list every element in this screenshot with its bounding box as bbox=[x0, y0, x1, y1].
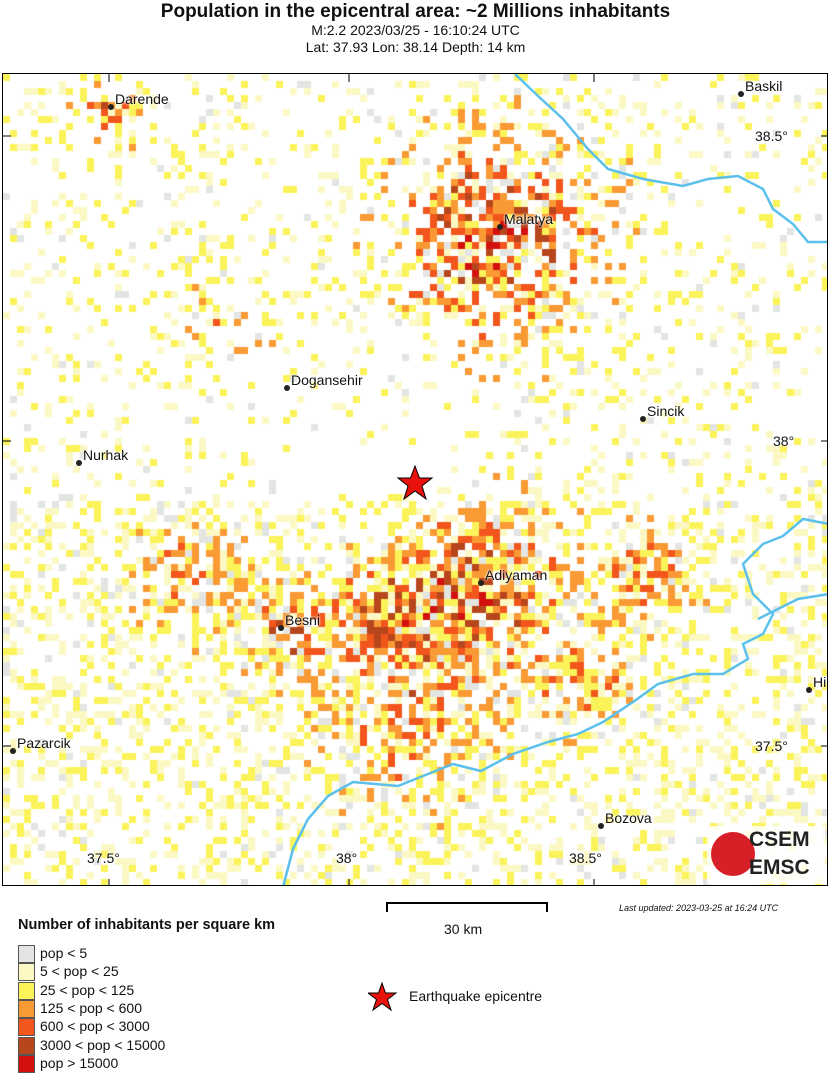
map-overlay bbox=[3, 74, 827, 885]
lon-tick-37-5: 37.5° bbox=[87, 850, 120, 866]
scale-bar bbox=[386, 902, 548, 912]
city-marker bbox=[278, 625, 284, 631]
city-marker bbox=[284, 385, 290, 391]
legend-item-label: 5 < pop < 25 bbox=[40, 963, 119, 980]
population-map: Darende Baskil Malatya Dogansehir Sincik Nurh… bbox=[2, 73, 828, 886]
city-label: Malatya bbox=[504, 211, 554, 227]
city-marker bbox=[497, 224, 503, 230]
lat-tick-38: 38° bbox=[773, 433, 795, 449]
city-label: Baskil bbox=[745, 78, 783, 94]
city-marker bbox=[598, 823, 604, 829]
legend-title: Number of inhabitants per square km bbox=[18, 917, 276, 933]
city-marker bbox=[108, 104, 114, 110]
legend-swatch bbox=[18, 1018, 35, 1037]
scale-label: 30 km bbox=[444, 921, 483, 937]
city-marker bbox=[10, 748, 16, 754]
city-label: Hi bbox=[813, 674, 827, 690]
legend-item-label: pop < 5 bbox=[40, 945, 88, 961]
city-label: Darende bbox=[115, 91, 169, 107]
legend-epicentre-label: Earthquake epicentre bbox=[409, 988, 543, 1004]
legend-item-label: pop > 15000 bbox=[40, 1054, 119, 1071]
lon-tick-38-5: 38.5° bbox=[569, 850, 602, 866]
legend-swatch bbox=[18, 1054, 35, 1073]
last-updated: Last updated: 2023-03-25 at 16:24 UTC bbox=[619, 903, 779, 913]
city-marker bbox=[806, 687, 812, 693]
city-marker bbox=[738, 91, 744, 97]
map-title: Population in the epicentral area: ~2 Mi… bbox=[160, 1, 671, 22]
legend-item-label: 600 < pop < 3000 bbox=[40, 1018, 150, 1035]
river-euphrates-south bbox=[282, 517, 827, 885]
legend-item-label: 125 < pop < 600 bbox=[40, 999, 142, 1016]
legend-swatch bbox=[18, 945, 35, 963]
legend-swatch bbox=[18, 999, 35, 1018]
river-tributary bbox=[757, 593, 827, 621]
logo-emsc: EMSC bbox=[749, 856, 810, 879]
legend-swatch bbox=[18, 1036, 35, 1055]
legend-star-icon bbox=[368, 982, 398, 1012]
lat-tick-37-5: 37.5° bbox=[755, 738, 788, 754]
event-info: M:2.2 2023/03/25 - 16:10:24 UTC bbox=[311, 22, 520, 38]
globe-icon bbox=[711, 832, 755, 876]
city-marker bbox=[76, 460, 82, 466]
logo-csem: CSEM bbox=[749, 828, 810, 851]
city-marker bbox=[478, 580, 484, 586]
city-label: Dogansehir bbox=[291, 372, 363, 388]
legend-item-label: 25 < pop < 125 bbox=[40, 981, 135, 998]
city-label: Bozova bbox=[605, 810, 652, 826]
city-label: Nurhak bbox=[83, 447, 129, 463]
csem-emsc-logo: CSEM EMSC bbox=[707, 826, 825, 884]
legend-swatch bbox=[18, 963, 35, 982]
epicentre-star-icon bbox=[396, 464, 434, 501]
legend-swatch bbox=[18, 981, 35, 1000]
lat-tick-38-5: 38.5° bbox=[755, 128, 788, 144]
city-label: Adiyaman bbox=[485, 567, 548, 583]
city-label: Sincik bbox=[647, 403, 685, 419]
legend-item-label: 3000 < pop < 15000 bbox=[40, 1036, 166, 1053]
river-euphrates-north bbox=[514, 74, 827, 244]
lon-tick-38: 38° bbox=[336, 850, 358, 866]
event-location: Lat: 37.93 Lon: 38.14 Depth: 14 km bbox=[305, 39, 526, 55]
city-marker bbox=[640, 416, 646, 422]
city-label: Pazarcik bbox=[17, 735, 71, 751]
city-label: Besni bbox=[285, 612, 321, 628]
